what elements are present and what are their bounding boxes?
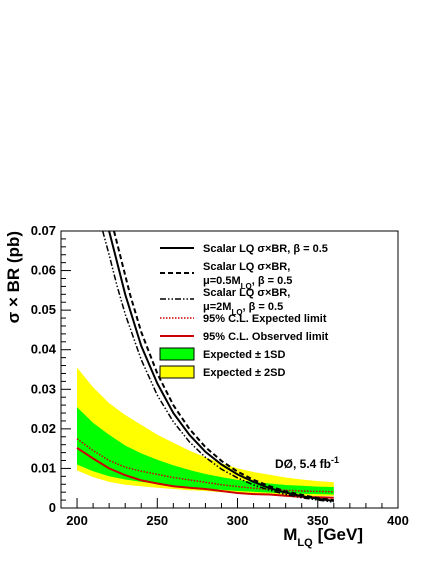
legend-label: Scalar LQ σ×BR, — [203, 261, 290, 273]
axis-ticks: 200 250 300 350 400 0 0.01 0.02 0.03 0.04 0.05 0.06… — [31, 223, 409, 528]
y-tick-label: 0.03 — [31, 381, 56, 396]
series-double_mu — [101, 231, 334, 503]
legend-label: 95% C.L. Expected limit — [203, 313, 327, 325]
x-axis-title-main: M — [283, 525, 297, 544]
experiment-annotation: DØ, 5.4 fb-1 — [275, 455, 339, 471]
bands-layer — [77, 367, 334, 497]
y-tick-label: 0.06 — [31, 263, 56, 278]
y-tick-label: 0.02 — [31, 421, 56, 436]
x-tick-label: 200 — [66, 513, 88, 528]
y-axis-title: σ × BR (pb) — [4, 231, 23, 323]
legend-entry-expected: 95% C.L. Expected limit — [160, 313, 327, 325]
x-axis-title-sub: LQ — [297, 537, 313, 549]
x-tick-label: 400 — [387, 513, 409, 528]
y-tick-label: 0.07 — [31, 223, 56, 238]
legend-label: Scalar LQ σ×BR, — [203, 287, 290, 299]
y-tick-label: 0.04 — [31, 342, 57, 357]
lines-layer — [76, 231, 334, 503]
legend-entry-nominal: Scalar LQ σ×BR, β = 0.5 — [160, 243, 328, 255]
plot-frame — [60, 230, 399, 509]
x-tick-label: 350 — [307, 513, 329, 528]
legend-label: μ=0.5MLQ, β = 0.5 — [203, 275, 292, 291]
annotation-superscript: -1 — [331, 455, 339, 465]
legend-label: Expected ± 2SD — [203, 367, 286, 379]
legend-entry-double_mu: Scalar LQ σ×BR, μ=2MLQ, β = 0.5 — [160, 287, 290, 317]
series-nominal — [108, 231, 334, 502]
legend-entry-observed: 95% C.L. Observed limit — [160, 331, 329, 343]
legend-label: 95% C.L. Observed limit — [203, 331, 329, 343]
x-tick-label: 250 — [146, 513, 168, 528]
x-tick-label: 300 — [227, 513, 249, 528]
annotation-main: DØ, 5.4 fb — [275, 457, 331, 471]
y-tick-label: 0 — [49, 500, 56, 515]
x-axis-title-unit: [GeV] — [318, 525, 363, 544]
band-sd1 — [77, 407, 334, 495]
legend-swatch-sd1 — [159, 347, 195, 361]
legend-label: Expected ± 1SD — [203, 349, 286, 361]
legend-entry-sd2: Expected ± 2SD — [159, 365, 286, 379]
legend-entry-half_mu: Scalar LQ σ×BR, μ=0.5MLQ, β = 0.5 — [160, 261, 292, 291]
x-axis-title: MLQ [GeV] — [283, 525, 363, 549]
y-tick-label: 0.01 — [31, 460, 56, 475]
y-tick-label: 0.05 — [31, 302, 56, 317]
series-half_mu — [113, 231, 334, 502]
legend-label: μ=2MLQ, β = 0.5 — [203, 301, 283, 317]
legend-swatch-sd2 — [159, 365, 195, 379]
legend-entry-sd1: Expected ± 1SD — [159, 347, 286, 361]
legend-label: Scalar LQ σ×BR, β = 0.5 — [203, 243, 328, 255]
